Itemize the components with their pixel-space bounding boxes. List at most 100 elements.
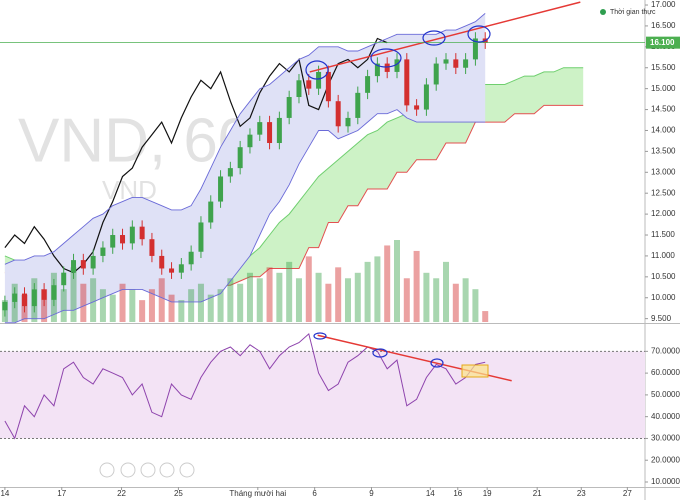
y-tick-label: 14.500 [651,105,676,114]
x-tick-label: 6 [312,489,317,498]
candle-body [2,301,8,311]
volume-bar [266,267,273,322]
volume-bar [344,278,351,322]
y-tick-label: 17.000 [651,0,676,9]
volume-bar [148,289,155,322]
x-tick-label: 16 [453,489,462,498]
y-tick-label: 12.500 [651,188,676,197]
x-tick-label: 19 [483,489,492,498]
x-tick-label: 17 [57,489,66,498]
volume-bar [237,283,244,322]
volume-bar [315,272,322,322]
rsi-band [0,351,645,439]
y-tick-label: 11.000 [651,251,675,260]
volume-bar [119,283,126,322]
candle-body [306,80,312,89]
x-tick-label: 22 [117,489,126,498]
candle-body [345,117,351,127]
candle-body [149,239,155,256]
candle-body [178,264,184,273]
volume-bar [335,267,342,322]
y-tick-label: 10.500 [651,272,676,281]
volume-bar [443,261,450,322]
volume-bar [384,245,391,322]
y-tick-label: 13.000 [651,167,676,176]
volume-bar [364,261,371,322]
candle-body [394,59,400,72]
volume-bar [207,294,214,322]
candle-body [237,147,243,169]
last-price-label: 16.100 [650,38,675,47]
y-tick-label: 13.500 [651,146,676,155]
y-tick-label: 40.0000 [651,412,680,421]
volume-bar [433,278,440,322]
candle-body [374,63,380,77]
volume-bar [423,272,430,322]
x-tick-label: 14 [426,489,435,498]
candle-body [31,289,37,307]
volume-bar [256,278,263,322]
y-tick-label: 9.500 [651,314,672,323]
candle-body [80,260,86,269]
toolbar[interactable] [99,462,195,478]
volume-bar [472,289,479,322]
candle-body [51,285,57,300]
candle-body [208,201,214,223]
candle-body [453,59,459,68]
candle-body [120,235,126,244]
volume-bar [158,278,165,322]
y-tick-label: 14.000 [651,126,676,135]
candle-body [227,168,233,177]
x-tick-label: 21 [533,489,542,498]
x-tick-label: Tháng mười hai [229,489,286,498]
candle-body [218,176,224,202]
volume-bar [462,278,469,322]
volume-bar [70,267,77,322]
volume-bar [325,283,332,322]
y-tick-label: 20.0000 [651,455,680,464]
volume-bar [482,311,489,322]
candle-body [472,38,478,60]
candle-body [188,251,194,265]
y-tick-label: 50.0000 [651,390,680,399]
candle-body [129,226,135,244]
y-tick-label: 15.000 [651,84,676,93]
candle-body [404,59,410,106]
volume-bar [286,261,293,322]
volume-bar [452,283,459,322]
candle-body [296,80,302,98]
candle-body [12,293,18,302]
candle-body [71,260,77,273]
candle-body [169,268,175,273]
candle-body [22,293,28,307]
volume-bar [109,294,116,322]
candle-body [325,71,331,102]
x-tick-label: 23 [577,489,586,498]
volume-bar [178,300,185,322]
overlay-line [4,109,486,324]
x-tick-label: 27 [623,489,632,498]
candle-body [198,222,204,252]
y-tick-label: 15.500 [651,63,676,72]
y-tick-label: 16.500 [651,21,676,30]
volume-bar [197,283,204,322]
volume-bar [139,300,146,322]
volume-bar [188,289,195,322]
volume-bar [393,240,400,322]
y-tick-label: 70.0000 [651,346,680,355]
candle-body [443,59,449,64]
candle-body [90,255,96,269]
volume-bar [295,278,302,322]
candle-body [365,76,371,93]
legend-dot [600,9,606,15]
cloud-fill [4,67,584,290]
candle-body [41,289,47,300]
volume-bar [90,278,97,322]
volume-bar [305,256,312,322]
volume-bar [374,256,381,322]
highlight-box [461,364,489,378]
candle-body [276,117,282,144]
candle-body [257,122,263,135]
volume-bar [217,289,224,322]
